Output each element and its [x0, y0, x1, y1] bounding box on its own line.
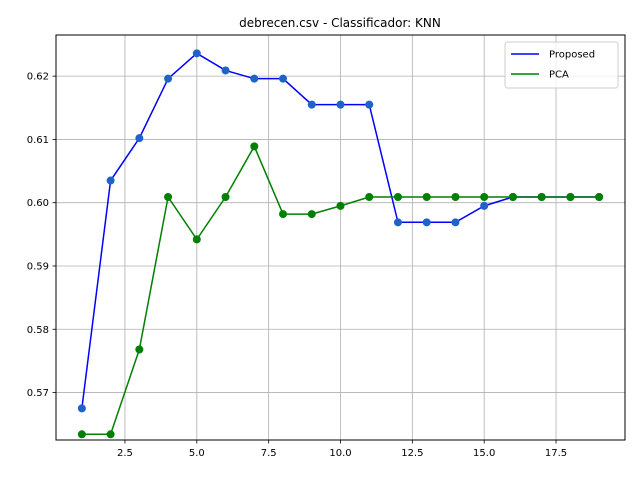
data-point	[192, 49, 201, 58]
data-point	[537, 193, 546, 201]
y-tick-label: 0.60	[27, 198, 49, 209]
data-point	[480, 193, 489, 201]
y-tick-label: 0.57	[27, 388, 49, 399]
chart-title: debrecen.csv - Classificador: KNN	[239, 16, 441, 30]
x-tick-label: 5.0	[189, 448, 205, 459]
data-point	[164, 74, 173, 83]
data-point	[77, 404, 86, 413]
data-point	[307, 100, 316, 109]
series-pca	[77, 142, 604, 439]
data-point	[192, 235, 201, 244]
data-point	[250, 142, 259, 151]
data-point	[135, 345, 144, 354]
data-point	[566, 193, 575, 201]
x-tick-label: 12.5	[401, 448, 423, 459]
axis-ticks: 2.5 5.0 7.5 10.0 12.5 15.0 17.5 0.57 0.58 0.59 0.6…	[27, 72, 567, 459]
legend: Proposed PCA	[504, 41, 619, 89]
data-point	[336, 100, 345, 109]
data-point	[221, 193, 230, 201]
y-tick-label: 0.62	[27, 72, 49, 83]
data-point	[508, 193, 517, 201]
data-point	[422, 218, 431, 227]
data-point	[250, 74, 259, 83]
data-point	[365, 100, 374, 109]
data-point	[77, 430, 86, 439]
x-tick-label: 10.0	[329, 448, 351, 459]
y-tick-label: 0.59	[27, 261, 49, 272]
data-point	[393, 193, 402, 201]
data-point	[221, 66, 230, 75]
data-point	[365, 193, 374, 201]
data-point	[106, 430, 115, 439]
x-tick-label: 2.5	[117, 448, 133, 459]
data-point	[279, 210, 288, 219]
data-point	[279, 74, 288, 83]
data-point	[336, 201, 345, 210]
legend-label: Proposed	[549, 50, 595, 61]
data-point	[422, 193, 431, 201]
series-layer	[77, 49, 604, 439]
data-point	[480, 201, 489, 210]
data-point	[451, 218, 460, 227]
data-point	[135, 134, 144, 143]
data-point	[595, 193, 604, 201]
data-point	[106, 176, 115, 185]
x-tick-label: 15.0	[473, 448, 495, 459]
x-tick-label: 7.5	[261, 448, 277, 459]
y-tick-label: 0.61	[27, 135, 49, 146]
data-point	[451, 193, 460, 201]
data-point	[393, 218, 402, 227]
data-point	[307, 210, 316, 219]
legend-label: PCA	[549, 70, 569, 81]
data-point	[164, 193, 173, 201]
x-tick-label: 17.5	[545, 448, 567, 459]
y-tick-label: 0.58	[27, 325, 49, 336]
